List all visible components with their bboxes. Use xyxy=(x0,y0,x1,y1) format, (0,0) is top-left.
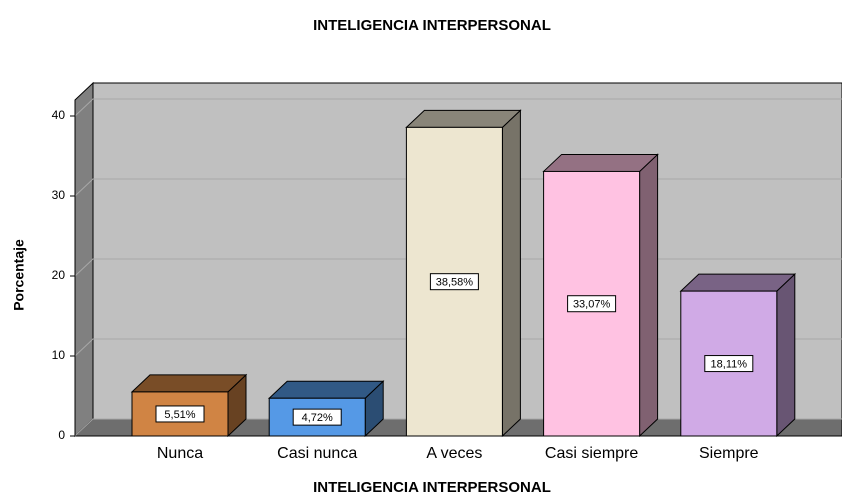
value-label: 18,11% xyxy=(711,358,748,370)
bar-side xyxy=(639,153,659,438)
value-label-box xyxy=(704,355,754,373)
bar-top xyxy=(405,109,522,128)
grid-line xyxy=(74,98,842,117)
bar-side xyxy=(776,272,796,438)
value-label: 38,58% xyxy=(436,277,474,289)
y-tick-label: 10 xyxy=(52,348,66,362)
bar-top xyxy=(267,380,385,399)
y-tick-label: 0 xyxy=(58,428,65,442)
value-label: 33,07% xyxy=(573,299,611,311)
y-tick-label: 40 xyxy=(52,108,66,122)
value-label-box xyxy=(155,405,205,423)
y-tick-label: 20 xyxy=(52,268,66,282)
bar-top xyxy=(542,153,659,172)
x-tick-label: Siempre xyxy=(699,445,759,462)
x-tick-label: Casi nunca xyxy=(277,445,357,462)
left-wall xyxy=(74,81,94,438)
value-label: 5,51% xyxy=(164,409,195,421)
bar-top xyxy=(679,273,797,292)
x-tick-label: Nunca xyxy=(157,445,203,462)
value-label-box xyxy=(567,295,617,313)
x-axis-title: INTELIGENCIA INTERPERSONAL xyxy=(313,479,551,495)
value-label-box xyxy=(429,273,479,291)
x-tick-label: A veces xyxy=(426,445,482,462)
y-tick-label: 30 xyxy=(52,188,66,202)
chart-title: INTELIGENCIA INTERPERSONAL xyxy=(313,17,551,34)
y-axis-title: Porcentaje xyxy=(11,239,27,311)
bar-side xyxy=(501,109,521,438)
bar-top xyxy=(130,374,248,393)
x-tick-label: Casi siempre xyxy=(545,445,638,462)
value-label-box xyxy=(292,408,342,426)
value-label: 4,72% xyxy=(302,412,333,424)
